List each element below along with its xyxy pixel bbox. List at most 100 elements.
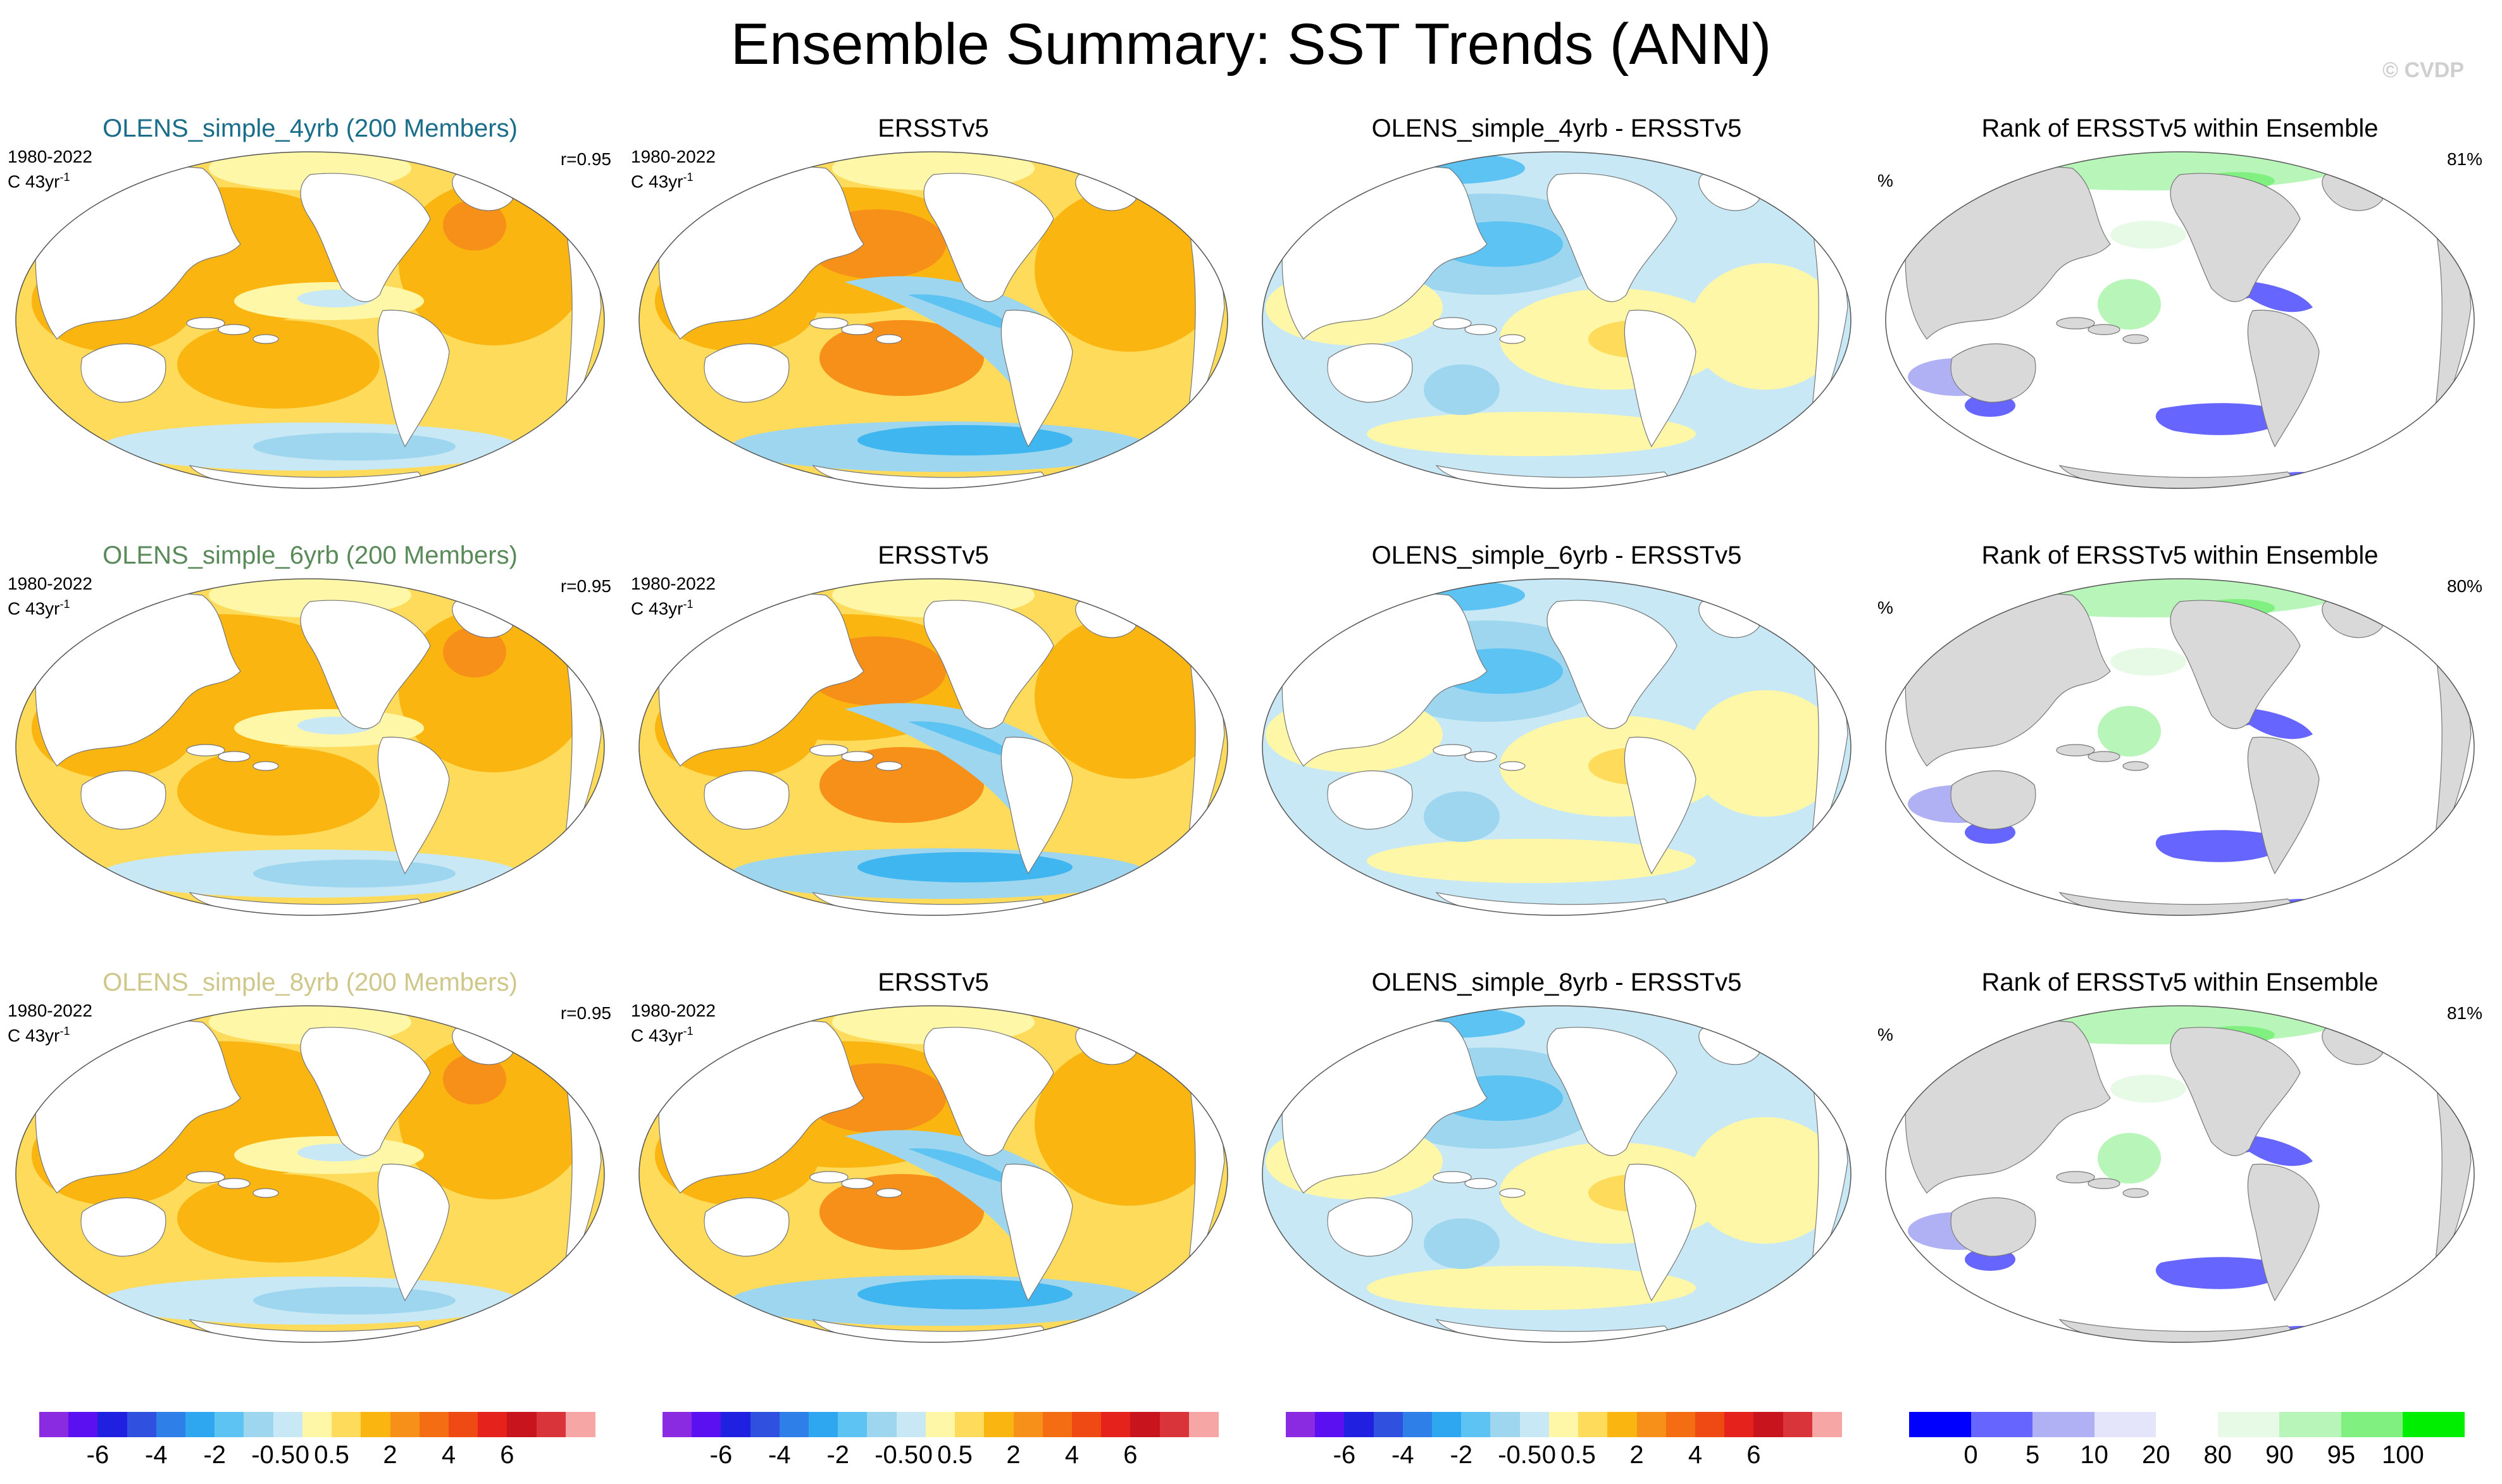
colorbar-swatch	[1753, 1412, 1784, 1437]
panel-obs-row1: ERSSTv5 1980-2022 C 43yr-1	[631, 114, 1231, 493]
colorbar-swatch	[332, 1412, 362, 1437]
colorbar-swatch	[2217, 1412, 2280, 1437]
colorbar-swatch	[1783, 1412, 1813, 1437]
panel-title: OLENS_simple_6yrb (200 Members)	[103, 541, 518, 569]
colorbar-tick-label: 5	[2025, 1441, 2040, 1469]
colorbar-tick-label: 2	[1006, 1441, 1021, 1469]
units-label: C 43yr-1	[8, 1025, 70, 1046]
colorbar-swatch	[2094, 1412, 2157, 1437]
colorbar-tick-label: -2	[1450, 1441, 1473, 1469]
colorbar-tick-label: 6	[1123, 1441, 1138, 1469]
colorbar-swatch	[2156, 1412, 2219, 1437]
colorbar-swatch	[1665, 1412, 1696, 1437]
colorbar-tick-label: 20	[2141, 1441, 2170, 1469]
panel-title: OLENS_simple_4yrb - ERSSTv5	[1371, 114, 1742, 142]
colorbar-tick-label: 2	[383, 1441, 397, 1469]
colorbar-swatch	[2403, 1412, 2465, 1437]
colorbar-tick-label: 100	[2382, 1441, 2424, 1469]
colorbar-tick-label: 80	[2203, 1441, 2232, 1469]
colorbar-swatch	[2341, 1412, 2403, 1437]
colorbar-tick-label: 4	[1064, 1441, 1080, 1469]
units-label: %	[1877, 1025, 1893, 1044]
colorbar-tick-label: 90	[2265, 1441, 2294, 1469]
colorbar-swatch	[1344, 1412, 1374, 1437]
colorbar-swatch	[1373, 1412, 1403, 1437]
trend-map	[636, 576, 1231, 918]
panel-title: ERSSTv5	[878, 968, 989, 996]
trend-colorbar: -6 -4 -2 -0.5 0 0.5 2 4 6	[663, 1412, 1219, 1469]
difference-map	[1259, 576, 1854, 918]
colorbar-swatch	[779, 1412, 809, 1437]
colorbar-swatch	[1101, 1412, 1131, 1437]
colorbar-swatch	[721, 1412, 751, 1437]
colorbar-swatch	[448, 1412, 478, 1437]
colorbar-swatch	[1812, 1412, 1842, 1437]
colorbar-swatch	[2279, 1412, 2342, 1437]
colorbar-tick-label: 0	[1541, 1441, 1557, 1469]
colorbar-swatch	[1013, 1412, 1043, 1437]
colorbar-swatch	[536, 1412, 566, 1437]
panel-title: OLENS_simple_8yrb - ERSSTv5	[1371, 968, 1742, 996]
rank-map	[1883, 576, 2477, 918]
colorbar-tick-label: 0	[918, 1441, 933, 1469]
panel-title: Rank of ERSSTv5 within Ensemble	[1981, 541, 2379, 569]
colorbar-tick-label: 6	[1746, 1441, 1761, 1469]
units-label: C 43yr-1	[8, 171, 70, 192]
colorbar-swatch	[867, 1412, 897, 1437]
colorbar-swatch	[955, 1412, 985, 1437]
panel-rank-row3: Rank of ERSSTv5 within Ensemble % 81%	[1877, 968, 2482, 1347]
colorbar-tick-label: -2	[826, 1441, 850, 1469]
colorbar-tick-label: 0	[1964, 1441, 1978, 1469]
colorbar-tick-label: -0.5	[251, 1441, 296, 1469]
colorbar-swatch	[1188, 1412, 1219, 1437]
copyright-label: © CVDP	[2382, 58, 2464, 82]
colorbar-tick-label: 0.5	[314, 1441, 349, 1469]
trend-map	[13, 149, 607, 491]
panel-title: OLENS_simple_6yrb - ERSSTv5	[1371, 541, 1742, 569]
colorbar-swatch	[925, 1412, 955, 1437]
panel-diff-row1: OLENS_simple_4yrb - ERSSTv5	[1259, 114, 1854, 493]
panel-title: OLENS_simple_4yrb (200 Members)	[103, 114, 518, 142]
colorbar-swatch	[1042, 1412, 1073, 1437]
colorbar-swatch	[838, 1412, 868, 1437]
trend-map	[636, 1003, 1231, 1345]
colorbar-tick-label: 0	[295, 1441, 310, 1469]
colorbar-swatch	[1461, 1412, 1491, 1437]
colorbar-swatch	[2032, 1412, 2095, 1437]
colorbar-swatch	[1695, 1412, 1725, 1437]
colorbar-swatch	[244, 1412, 274, 1437]
panel-title: ERSSTv5	[878, 114, 989, 142]
rank-percent-label: 81%	[2446, 149, 2482, 169]
colorbar-swatch	[1071, 1412, 1102, 1437]
period-label: 1980-2022	[631, 147, 716, 166]
panel-title: OLENS_simple_8yrb (200 Members)	[103, 968, 518, 996]
colorbar-swatch	[692, 1412, 722, 1437]
rank-map	[1883, 149, 2477, 491]
period-label: 1980-2022	[8, 574, 92, 593]
colorbar-swatch	[896, 1412, 926, 1437]
colorbar-swatch	[97, 1412, 128, 1437]
colorbar-tick-label: 0.5	[937, 1441, 973, 1469]
difference-map	[1259, 149, 1854, 491]
colorbar-tick-label: 4	[441, 1441, 456, 1469]
colorbar-swatch	[1548, 1412, 1579, 1437]
colorbar-swatch	[1970, 1412, 2033, 1437]
colorbar-tick-label: -6	[709, 1441, 733, 1469]
colorbar-tick-label: -4	[768, 1441, 791, 1469]
diff-colorbar: -6 -4 -2 -0.5 0 0.5 2 4 6	[1286, 1412, 1842, 1469]
colorbar-tick-label: -4	[1391, 1441, 1414, 1469]
colorbar-swatch	[68, 1412, 99, 1437]
colorbar-swatch	[809, 1412, 839, 1437]
panel-obs-row2: ERSSTv5 1980-2022 C 43yr-1	[631, 541, 1231, 920]
rank-percent-label: 80%	[2446, 576, 2482, 596]
colorbar-swatch	[1578, 1412, 1609, 1437]
colorbar-tick-label: -0.5	[1498, 1441, 1542, 1469]
panel-title: ERSSTv5	[878, 541, 989, 569]
figure-title: Ensemble Summary: SST Trends (ANN)	[730, 12, 1772, 77]
colorbar-swatch	[984, 1412, 1014, 1437]
colorbar-swatch	[1519, 1412, 1550, 1437]
colorbar-swatch	[1607, 1412, 1638, 1437]
panel-model-row3: OLENS_simple_8yrb (200 Members) 1980-202…	[8, 968, 611, 1347]
trend-colorbar: -6 -4 -2 -0.5 0 0.5 2 4 6	[39, 1412, 595, 1469]
colorbar-swatch	[750, 1412, 780, 1437]
